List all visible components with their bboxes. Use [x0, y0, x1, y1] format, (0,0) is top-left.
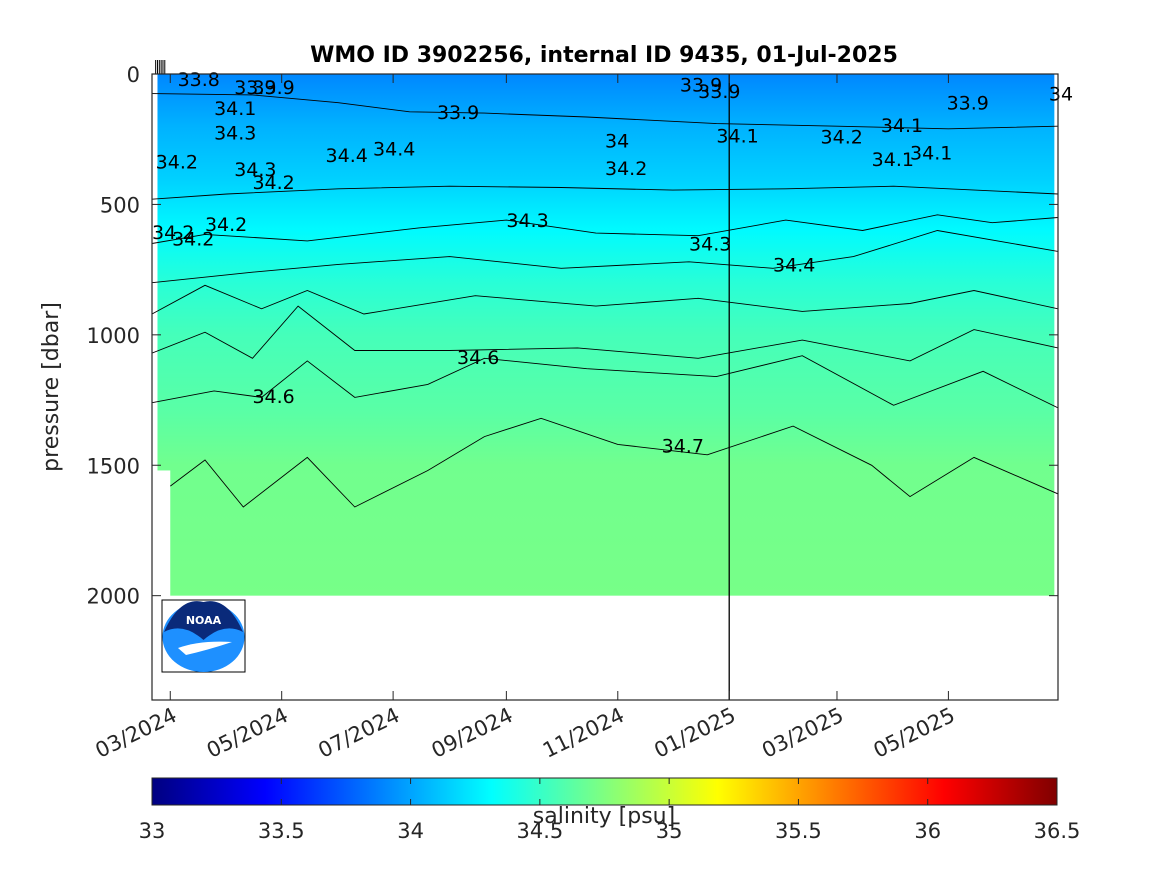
contour-label: 34.4: [326, 145, 368, 167]
x-tick-label: 07/2024: [314, 703, 403, 763]
colorbar-tick-label: 34.5: [516, 819, 563, 843]
contour-label: 34.2: [205, 214, 247, 236]
x-tick-label: 01/2025: [650, 703, 739, 763]
colorbar-tick-label: 33: [139, 819, 166, 843]
chart-title: WMO ID 3902256, internal ID 9435, 01-Jul…: [310, 43, 898, 68]
profile-tick-marks: [155, 60, 166, 74]
x-tick-label: 09/2024: [428, 703, 517, 763]
contour-label: 34.6: [457, 347, 499, 369]
x-tick-label: 03/2024: [92, 703, 181, 763]
noaa-logo-text: NOAA: [186, 614, 222, 627]
isoline-layer: [152, 93, 1058, 508]
isoline-34.3: [152, 214, 1058, 244]
contour-label: 34.3: [689, 234, 731, 256]
isoline-34.7: [170, 417, 1058, 508]
isoline-34.5: [152, 284, 1058, 315]
colorbar-tick-label: 35.5: [775, 819, 822, 843]
y-axis-label: pressure [dbar]: [39, 302, 64, 472]
colorbar-gradient: [151, 777, 1058, 806]
isoline-34.2: [152, 185, 1058, 200]
contour-label: 34.4: [773, 254, 815, 276]
colorbar-ticks: 33 33.5 34 34.5 35 35.5 36 36.5: [139, 778, 1081, 843]
contour-label: 34.1: [716, 125, 758, 147]
contour-label: 34: [1049, 84, 1073, 106]
contour-labels: 33.8 33.933.934.134.334.2 34.334.234.4 34.4…: [152, 69, 1073, 457]
isoline-34.4: [152, 230, 1058, 284]
contour-label: 34.3: [506, 210, 548, 232]
contour-label: 34.2: [152, 222, 194, 244]
x-tick-label: 05/2025: [870, 703, 959, 763]
contour-label: 34.2: [605, 158, 647, 180]
colorbar-tick-label: 33.5: [258, 819, 305, 843]
contour-label: 33.9: [680, 74, 722, 96]
contour-label: 34.2: [156, 151, 198, 173]
plot-frame: [151, 73, 1059, 701]
y-tick-label: 1000: [87, 324, 140, 348]
y-tick-label: 1500: [87, 454, 140, 478]
colorbar: 33 33.5 34 34.5 35 35.5 36 36.5 salinity [psu]: [139, 777, 1081, 843]
contour-label: 33.9: [252, 77, 294, 99]
noaa-logo-icon: NOAA: [161, 599, 246, 673]
isoline-34.6: [152, 355, 1058, 409]
contour-label: 33.9: [234, 77, 276, 99]
contour-label: 34.2: [252, 172, 294, 194]
colorbar-label: salinity [psu]: [533, 804, 675, 829]
salinity-fill: [156, 74, 1055, 598]
isoline-33.9: [152, 93, 1058, 130]
contour-label: 34.3: [234, 159, 276, 181]
contour-label: 34.1: [872, 149, 914, 171]
colorbar-tick-label: 36.5: [1034, 819, 1081, 843]
contour-label: 34.1: [881, 115, 923, 137]
y-tick-label: 500: [100, 193, 140, 217]
contour-label: 33.8: [178, 69, 220, 91]
y-tick-label: 0: [127, 63, 140, 87]
isoline-34.55: [152, 305, 1058, 362]
contour-label: 34.4: [373, 138, 415, 160]
contour-label: 34.1: [214, 98, 256, 120]
contour-label: 34.7: [662, 436, 704, 458]
contour-label: 33.9: [437, 102, 479, 124]
contour-label: 34.2: [821, 127, 863, 149]
contour-label: 34.6: [252, 386, 294, 408]
x-tick-label: 05/2024: [203, 703, 292, 763]
colorbar-tick-label: 36: [914, 819, 941, 843]
x-tick-label: 11/2024: [539, 703, 628, 763]
y-tick-label: 2000: [87, 585, 140, 609]
contour-label: 34.2: [172, 228, 214, 250]
contour-label: 34.3: [214, 123, 256, 145]
contour-label: 33.9: [698, 81, 740, 103]
contour-label: 34.1: [910, 142, 952, 164]
contour-label: 33.9: [947, 93, 989, 115]
x-tick-label: 03/2025: [758, 703, 847, 763]
missing-data-region: [156, 470, 171, 598]
salinity-gradient-field: [157, 74, 1055, 596]
contour-label: 34: [605, 131, 629, 153]
colorbar-tick-label: 35: [656, 819, 683, 843]
colorbar-tick-label: 34: [397, 819, 424, 843]
